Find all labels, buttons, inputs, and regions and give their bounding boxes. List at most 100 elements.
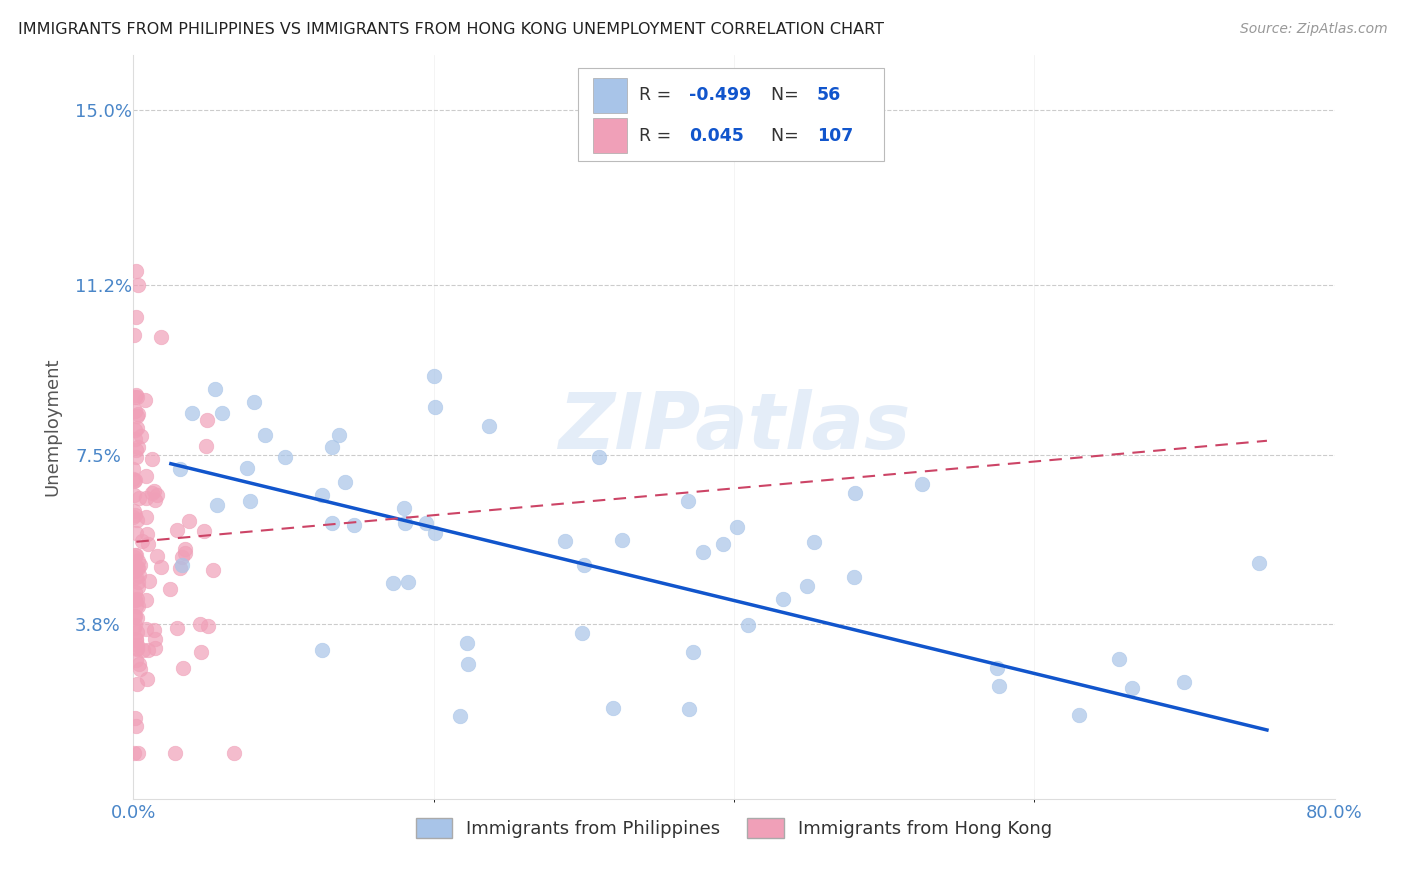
Point xyxy=(122,504,145,518)
Point xyxy=(136,527,159,541)
Point xyxy=(572,558,595,572)
Point xyxy=(122,472,145,486)
Point xyxy=(343,518,366,533)
Point xyxy=(172,549,194,564)
Point xyxy=(125,640,148,655)
Text: R =: R = xyxy=(640,87,676,104)
Point xyxy=(174,542,197,557)
Point xyxy=(205,498,228,512)
Point xyxy=(122,509,145,524)
Point xyxy=(195,438,218,452)
Text: -0.499: -0.499 xyxy=(689,87,752,104)
Point xyxy=(128,491,150,505)
Point xyxy=(127,554,149,568)
Point xyxy=(195,413,218,427)
FancyBboxPatch shape xyxy=(593,118,627,153)
Point xyxy=(163,746,186,760)
Point xyxy=(711,537,734,551)
Point xyxy=(127,599,149,614)
Point xyxy=(127,440,149,454)
Point xyxy=(131,534,153,549)
Point xyxy=(457,657,479,672)
Text: 107: 107 xyxy=(817,127,853,145)
FancyBboxPatch shape xyxy=(593,78,627,113)
Point xyxy=(772,591,794,606)
Point xyxy=(136,643,159,657)
Point xyxy=(135,592,157,607)
Point xyxy=(311,488,333,502)
Point xyxy=(122,746,145,760)
Point xyxy=(128,558,150,573)
Point xyxy=(127,421,149,435)
Point xyxy=(1121,681,1143,695)
Point xyxy=(236,460,259,475)
Point xyxy=(127,574,149,589)
Point xyxy=(803,535,825,549)
Point xyxy=(127,390,149,404)
Point xyxy=(124,593,146,607)
Text: IMMIGRANTS FROM PHILIPPINES VS IMMIGRANTS FROM HONG KONG UNEMPLOYMENT CORRELATIO: IMMIGRANTS FROM PHILIPPINES VS IMMIGRANT… xyxy=(18,22,884,37)
Point xyxy=(125,442,148,457)
Point xyxy=(986,661,1008,675)
Point xyxy=(127,407,149,421)
Point xyxy=(129,662,152,676)
Point xyxy=(381,575,404,590)
Point xyxy=(127,277,149,292)
Point xyxy=(211,406,233,420)
Point xyxy=(392,501,415,516)
Point xyxy=(190,645,212,659)
Point xyxy=(737,618,759,632)
Point xyxy=(124,564,146,578)
Point xyxy=(311,643,333,657)
Point xyxy=(610,533,633,548)
Point xyxy=(124,609,146,624)
Point xyxy=(588,450,610,465)
Point xyxy=(122,328,145,343)
Point xyxy=(125,632,148,646)
Point xyxy=(243,394,266,409)
Text: N=: N= xyxy=(770,87,804,104)
Point xyxy=(125,625,148,640)
Point xyxy=(128,568,150,582)
Point xyxy=(135,622,157,636)
Point xyxy=(127,513,149,527)
FancyBboxPatch shape xyxy=(578,68,884,161)
Point xyxy=(127,560,149,574)
Point xyxy=(145,487,167,501)
Point xyxy=(127,580,149,594)
Point xyxy=(159,582,181,596)
Point xyxy=(143,641,166,656)
Point xyxy=(127,409,149,424)
Point xyxy=(127,746,149,760)
Text: ZIPatlas: ZIPatlas xyxy=(558,389,910,465)
Point xyxy=(143,623,166,637)
Point xyxy=(423,368,446,383)
Point xyxy=(143,492,166,507)
Point xyxy=(911,477,934,491)
Point xyxy=(124,473,146,487)
Point xyxy=(253,427,276,442)
Point xyxy=(125,525,148,540)
Y-axis label: Unemployment: Unemployment xyxy=(44,358,60,496)
Text: N=: N= xyxy=(770,127,804,145)
Point xyxy=(124,391,146,405)
Point xyxy=(125,592,148,607)
Point xyxy=(197,619,219,633)
Point xyxy=(172,661,194,675)
Point xyxy=(125,633,148,648)
Point xyxy=(321,441,343,455)
Point xyxy=(135,491,157,506)
Point xyxy=(678,702,700,716)
Point xyxy=(128,657,150,671)
Point xyxy=(169,462,191,476)
Point xyxy=(134,393,156,408)
Point xyxy=(141,486,163,500)
Point xyxy=(124,549,146,563)
Point xyxy=(796,579,818,593)
Point xyxy=(174,546,197,560)
Point xyxy=(124,719,146,733)
Point xyxy=(127,610,149,624)
Point xyxy=(180,406,202,420)
Point xyxy=(135,510,157,524)
Point xyxy=(177,514,200,528)
